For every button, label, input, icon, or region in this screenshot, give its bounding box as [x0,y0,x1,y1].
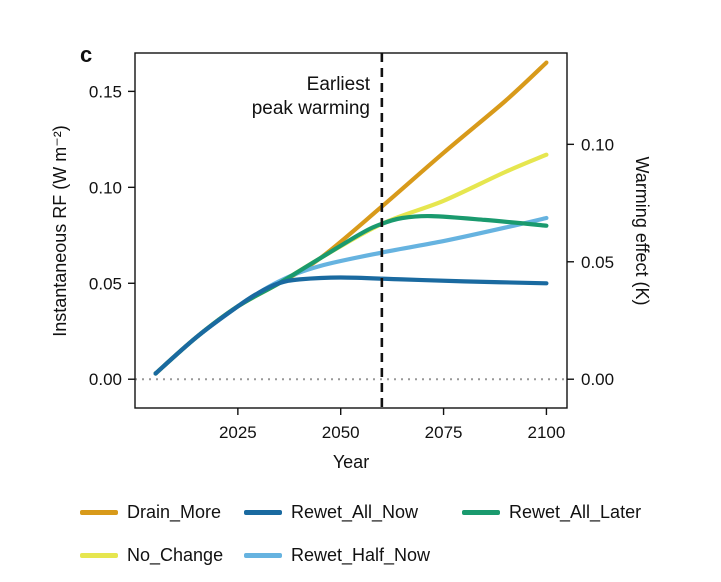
x-axis: 2025 2050 2075 2100 [219,408,565,442]
y-tick-label-0.15: 0.15 [89,82,122,101]
x-tick-label-2050: 2050 [322,423,360,442]
right-tick-label-0.00: 0.00 [581,370,614,389]
panel-label: c [80,42,92,67]
plot-frame [134,52,568,409]
plot-area [135,53,567,408]
y-tick-label-0.00: 0.00 [89,370,122,389]
vline-label-line2: peak warming [252,98,370,119]
y-tick-label-0.10: 0.10 [89,178,122,197]
right-tick-label-0.05: 0.05 [581,253,614,272]
y-axis-right-title: Warming effect (K) [632,156,652,305]
y-axis-left: 0.00 0.05 0.10 0.15 [89,82,135,389]
right-tick-label-0.10: 0.10 [581,135,614,154]
series-line-rewet-all-later [153,213,549,376]
y-axis-right: 0.00 0.05 0.10 [567,135,614,389]
x-axis-title: Year [333,452,369,472]
x-tick-label-2100: 2100 [528,423,566,442]
series-line-rewet-all-now [153,275,549,376]
y-tick-label-0.05: 0.05 [89,274,122,293]
y-axis-left-title: Instantaneous RF (W m⁻²) [50,125,70,337]
x-tick-label-2075: 2075 [425,423,463,442]
x-tick-label-2025: 2025 [219,423,257,442]
vline-label-line1: Earliest [307,74,371,95]
series-line-no-change [153,152,549,376]
